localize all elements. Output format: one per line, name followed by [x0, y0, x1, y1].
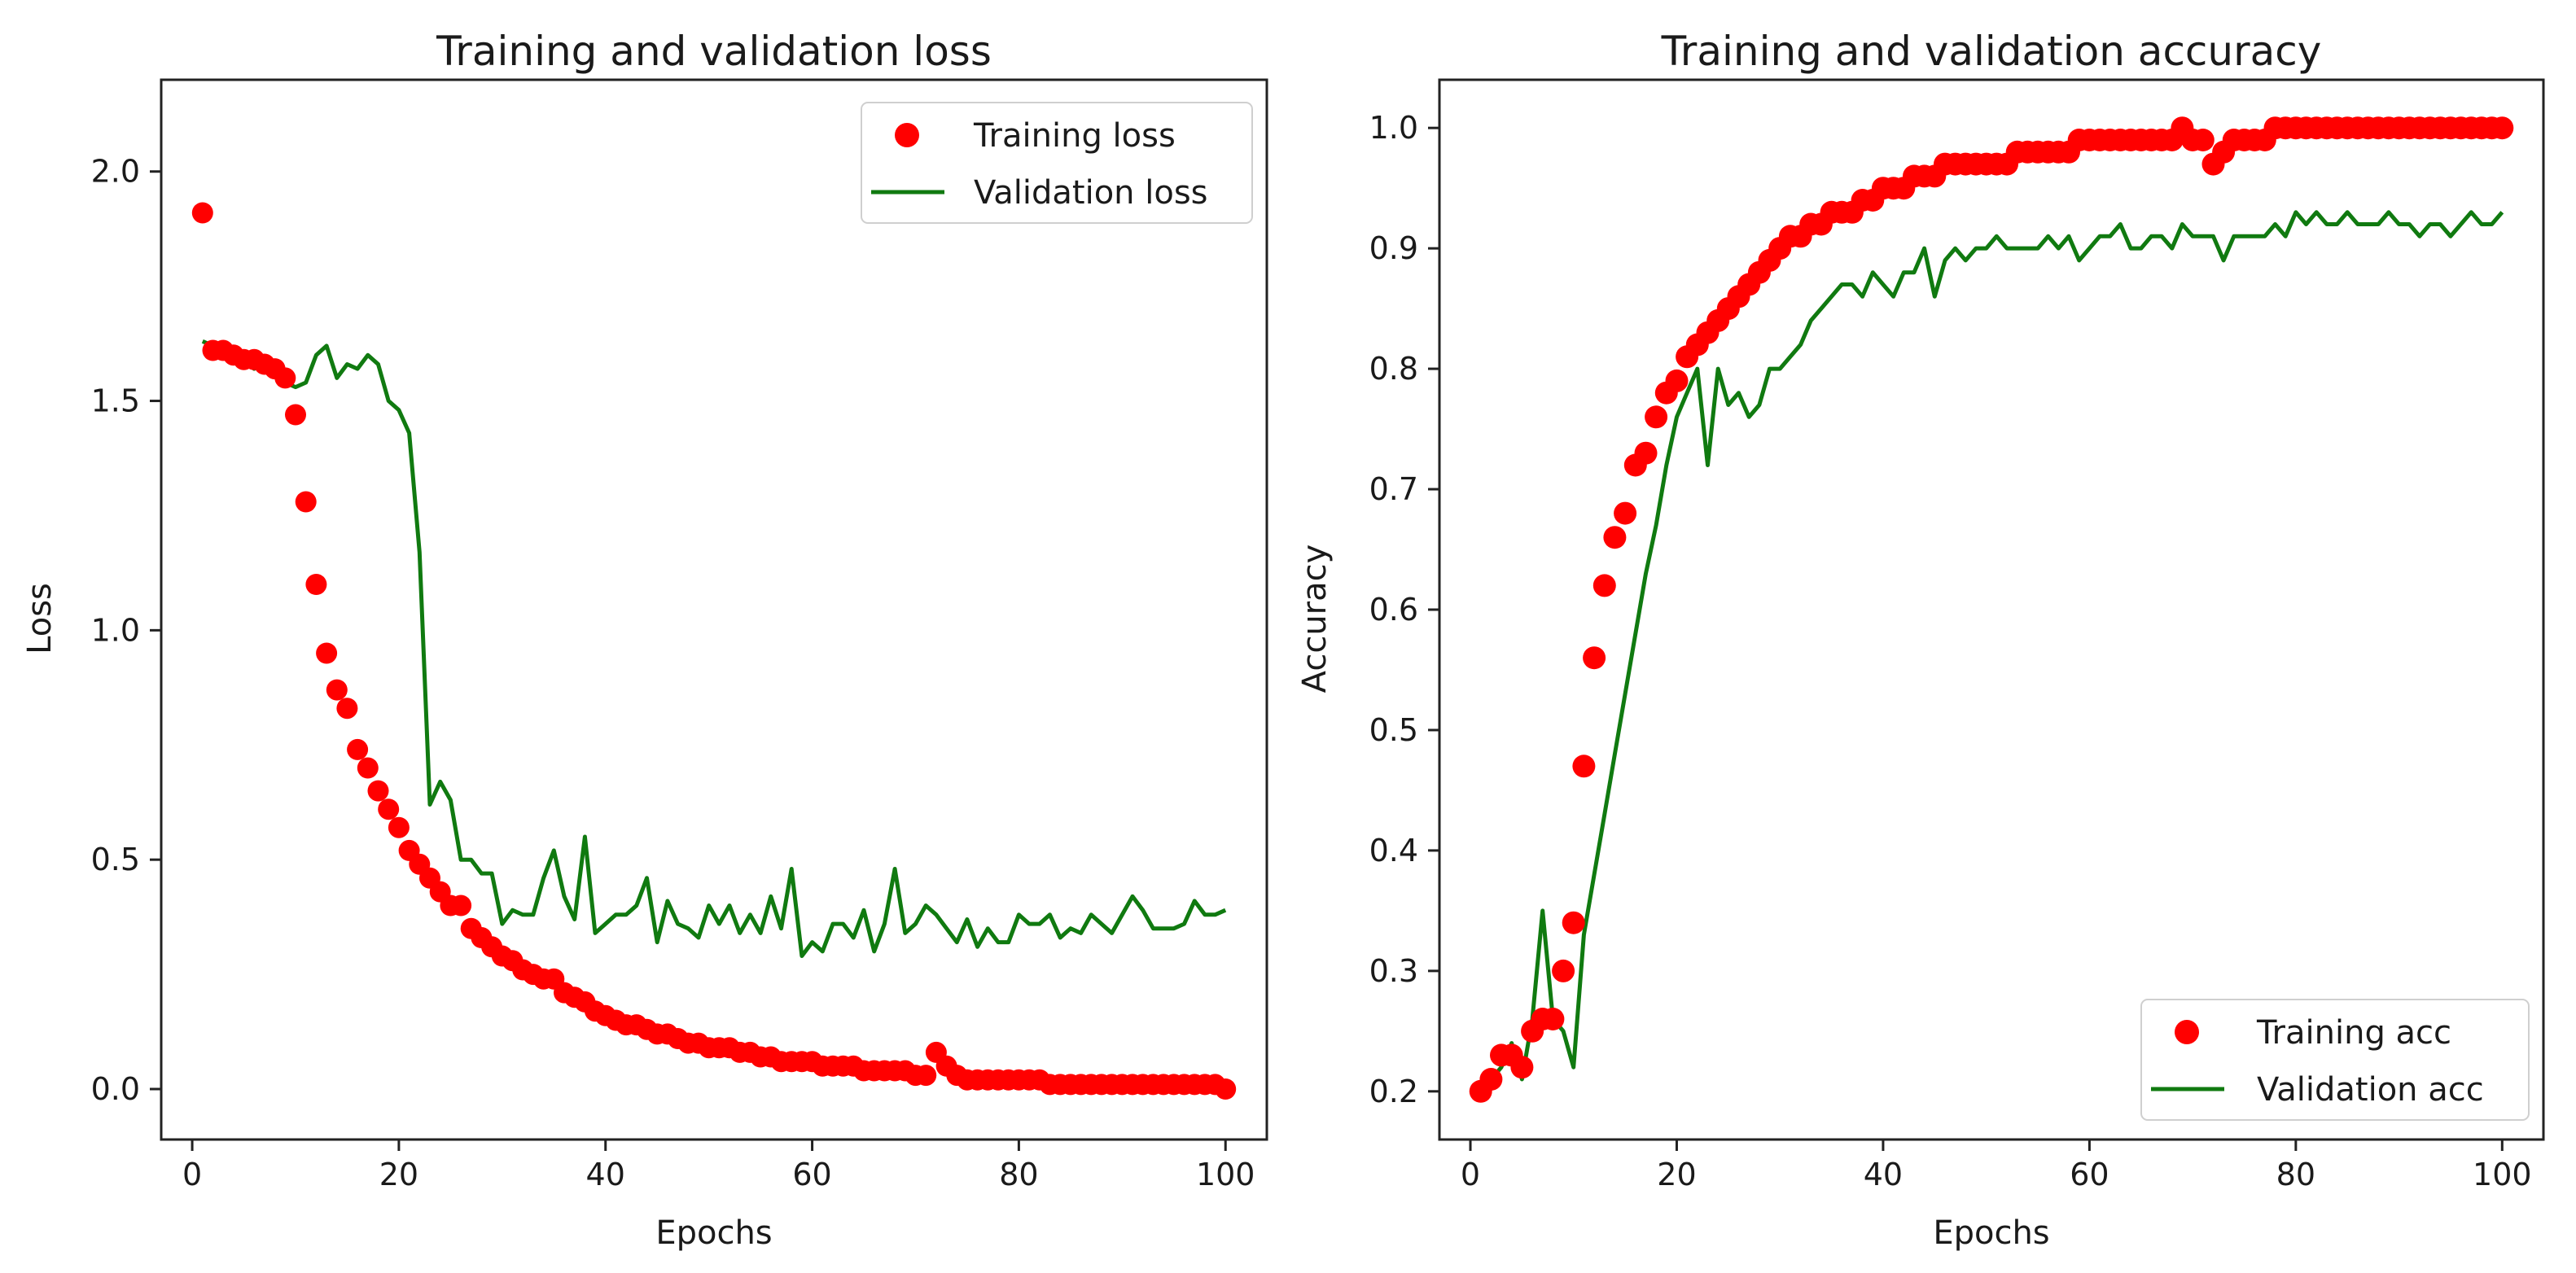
data-point-training-loss: [347, 738, 369, 760]
data-point-training-acc: [1541, 1008, 1565, 1030]
y-tick-label: 1.5: [91, 383, 140, 419]
data-point-training-loss: [915, 1065, 937, 1087]
data-point-training-acc: [1479, 1068, 1503, 1091]
y-tick-label: 0.2: [1369, 1074, 1418, 1109]
legend-label-validation-loss: Validation loss: [974, 174, 1208, 212]
x-axis-label: Epochs: [655, 1214, 772, 1252]
series-points: [1469, 116, 2514, 1103]
data-point-training-acc: [1510, 1056, 1534, 1079]
data-point-training-acc: [2491, 116, 2514, 140]
data-point-training-loss: [388, 816, 410, 838]
y-axis-label: Accuracy: [1296, 545, 1334, 693]
accuracy-chart: Training and validation accuracy Epochs …: [1296, 28, 2545, 1252]
x-tick-label: 40: [1864, 1157, 1903, 1192]
legend-box: [2140, 999, 2530, 1121]
legend-marker-training-loss: [895, 123, 919, 147]
data-point-training-loss: [285, 404, 306, 426]
x-tick-label: 0: [182, 1157, 202, 1192]
x-tick-label: 20: [1657, 1157, 1696, 1192]
data-point-training-acc: [1665, 369, 1689, 392]
series-line-validation-loss: [201, 339, 1227, 958]
loss-chart: Training and validation loss Epochs Loss…: [21, 28, 1268, 1252]
data-point-training-acc: [1603, 526, 1627, 549]
data-point-training-acc: [1562, 911, 1585, 934]
y-tick-label: 0.9: [1369, 230, 1418, 266]
data-point-training-loss: [450, 895, 472, 916]
legend-box: [861, 102, 1253, 224]
data-point-training-acc: [1572, 755, 1596, 778]
data-point-training-acc: [1552, 959, 1575, 982]
data-point-training-acc: [1634, 441, 1658, 465]
x-axis-label: Epochs: [1933, 1214, 2049, 1252]
data-point-training-loss: [295, 491, 317, 513]
y-tick-label: 1.0: [91, 612, 140, 648]
y-tick-label: 0.0: [91, 1071, 140, 1107]
y-tick-label: 0.7: [1369, 471, 1418, 507]
series-line-validation-acc: [1479, 210, 2504, 1093]
axis-ticks: 0 20 40 60 80 100 0.0 0.5 1.0 1.5 2.0: [91, 154, 1255, 1192]
y-tick-label: 2.0: [91, 154, 140, 190]
x-tick-label: 60: [2070, 1157, 2109, 1192]
chart-title: Training and validation loss: [436, 28, 992, 75]
x-tick-label: 60: [792, 1157, 831, 1192]
data-point-training-loss: [191, 202, 213, 224]
data-point-training-loss: [316, 642, 338, 664]
y-tick-label: 0.6: [1369, 592, 1418, 628]
series-lines: [1479, 210, 2504, 1093]
y-tick-label: 0.8: [1369, 351, 1418, 387]
data-point-training-loss: [367, 780, 389, 802]
y-axis-label: Loss: [21, 583, 59, 654]
legend-label-training-acc: Training acc: [2256, 1014, 2451, 1052]
data-point-training-acc: [2191, 129, 2215, 151]
plot-frame: [1438, 78, 2545, 1141]
legend-marker-training-acc: [2175, 1020, 2199, 1044]
y-tick-label: 1.0: [1369, 110, 1418, 146]
legend-label-training-loss: Training loss: [973, 117, 1176, 155]
x-tick-label: 100: [2473, 1157, 2532, 1192]
data-point-training-loss: [378, 798, 400, 820]
legend-label-validation-acc: Validation acc: [2257, 1071, 2484, 1109]
data-point-training-acc: [1583, 646, 1606, 670]
legend: Training acc Validation acc: [2140, 999, 2530, 1121]
x-tick-label: 80: [999, 1157, 1038, 1192]
data-point-training-loss: [274, 367, 296, 389]
x-tick-label: 80: [2276, 1157, 2315, 1192]
y-tick-label: 0.5: [1369, 712, 1418, 748]
x-tick-label: 20: [379, 1157, 418, 1192]
y-tick-label: 0.3: [1369, 953, 1418, 989]
x-tick-label: 100: [1196, 1157, 1255, 1192]
x-tick-label: 0: [1461, 1157, 1480, 1192]
y-tick-label: 0.4: [1369, 833, 1418, 868]
series-points: [191, 202, 1237, 1100]
data-point-training-loss: [326, 679, 348, 701]
data-point-training-loss: [1215, 1078, 1237, 1100]
axis-ticks: 0 20 40 60 80 100 0.2 0.3 0.4 0.5 0.6 0.7 0.8 0.9 1.0: [1369, 110, 2532, 1192]
data-point-training-loss: [305, 574, 327, 595]
series-lines: [201, 339, 1227, 958]
legend: Training loss Validation loss: [861, 102, 1253, 224]
data-point-training-loss: [357, 757, 379, 779]
chart-title: Training and validation accuracy: [1661, 28, 2322, 75]
y-tick-label: 0.5: [91, 842, 140, 877]
plot-frame: [160, 78, 1268, 1141]
data-point-training-acc: [1592, 574, 1616, 597]
data-point-training-acc: [1614, 501, 1637, 525]
data-point-training-acc: [1645, 405, 1668, 429]
x-tick-label: 40: [586, 1157, 625, 1192]
data-point-training-loss: [336, 698, 358, 720]
